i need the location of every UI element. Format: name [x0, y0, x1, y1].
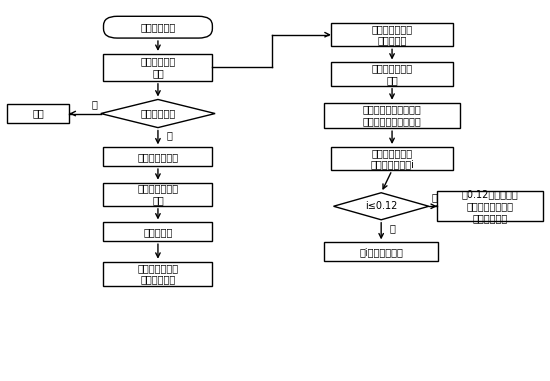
Text: 符合地面特征: 符合地面特征 — [140, 109, 175, 118]
FancyBboxPatch shape — [324, 242, 438, 261]
FancyBboxPatch shape — [324, 102, 460, 128]
Text: 否: 否 — [91, 99, 97, 109]
FancyBboxPatch shape — [331, 147, 453, 170]
FancyBboxPatch shape — [331, 23, 453, 46]
FancyBboxPatch shape — [103, 223, 212, 241]
Text: 将0.12赋值给该栅
格，并标注该栅格
为非道路栅格: 将0.12赋值给该栅 格，并标注该栅格 为非道路栅格 — [461, 190, 519, 223]
FancyBboxPatch shape — [103, 54, 212, 81]
Text: 最小二乘法求栅格中心
点对应曲面以面法向量: 最小二乘法求栅格中心 点对应曲面以面法向量 — [362, 105, 421, 126]
Text: 精细栅格化滤波
后点云数据: 精细栅格化滤波 后点云数据 — [371, 24, 412, 45]
FancyBboxPatch shape — [103, 262, 212, 286]
Polygon shape — [101, 99, 215, 128]
Text: 拟合趋势面: 拟合趋势面 — [143, 227, 173, 237]
FancyBboxPatch shape — [7, 104, 69, 123]
Text: 激光点云数据: 激光点云数据 — [140, 22, 175, 32]
FancyBboxPatch shape — [103, 16, 212, 38]
Text: 读取回波次数
信息: 读取回波次数 信息 — [140, 56, 175, 78]
Text: 拟合各栅格局部
曲面: 拟合各栅格局部 曲面 — [371, 63, 412, 85]
FancyBboxPatch shape — [103, 147, 212, 166]
Text: 否: 否 — [431, 192, 437, 202]
Text: 利用趋势面滤波
滤除非地面点: 利用趋势面滤波 滤除非地面点 — [138, 263, 179, 285]
Polygon shape — [333, 193, 429, 220]
FancyBboxPatch shape — [103, 182, 212, 206]
Text: 是: 是 — [389, 223, 395, 233]
Text: 是: 是 — [166, 131, 172, 141]
Text: 滤除: 滤除 — [32, 109, 44, 118]
Text: 将i赋值给该栅格: 将i赋值给该栅格 — [359, 247, 403, 257]
FancyBboxPatch shape — [331, 62, 453, 86]
Text: 内插栅格中心点
高程: 内插栅格中心点 高程 — [138, 184, 179, 205]
Text: 求栅格中心点对
应曲面切面坡度i: 求栅格中心点对 应曲面切面坡度i — [370, 148, 414, 170]
Text: i≤0.12: i≤0.12 — [365, 201, 397, 211]
Text: 栅格化点云数据: 栅格化点云数据 — [138, 152, 179, 162]
FancyBboxPatch shape — [437, 191, 543, 221]
